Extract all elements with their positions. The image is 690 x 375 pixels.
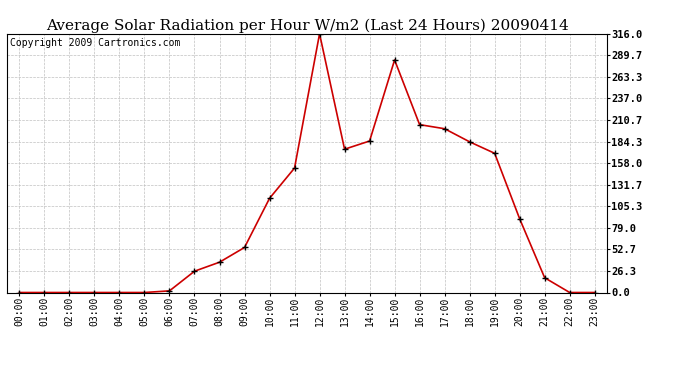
Title: Average Solar Radiation per Hour W/m2 (Last 24 Hours) 20090414: Average Solar Radiation per Hour W/m2 (L… xyxy=(46,18,569,33)
Text: Copyright 2009 Cartronics.com: Copyright 2009 Cartronics.com xyxy=(10,38,180,48)
